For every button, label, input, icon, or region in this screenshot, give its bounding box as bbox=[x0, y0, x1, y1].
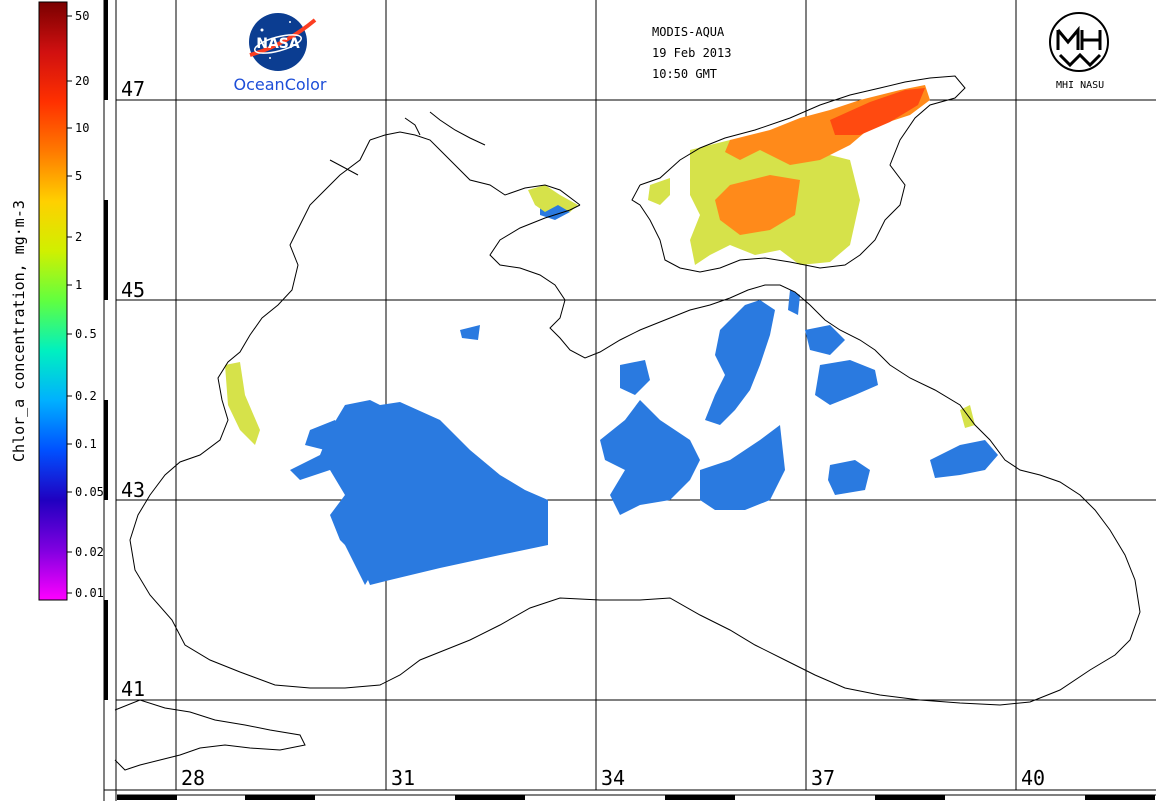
lat-label: 41 bbox=[121, 677, 145, 701]
lon-label: 37 bbox=[811, 766, 835, 790]
colorbar-tick-label: 0.02 bbox=[75, 545, 104, 559]
colorbar-tick-label: 50 bbox=[75, 9, 89, 23]
colorbar-tick-label: 20 bbox=[75, 74, 89, 88]
colorbar-gradient bbox=[38, 1, 68, 601]
bottom-scale-strip bbox=[104, 789, 1156, 800]
mhi-nasu-logo bbox=[1049, 12, 1109, 72]
colorbar-tick-label: 0.5 bbox=[75, 327, 97, 341]
lon-label: 31 bbox=[391, 766, 415, 790]
lat-label: 47 bbox=[121, 77, 145, 101]
acquisition-info: MODIS-AQUA 19 Feb 2013 10:50 GMT bbox=[652, 22, 731, 85]
colorbar-tick-label: 1 bbox=[75, 278, 82, 292]
lon-label: 40 bbox=[1021, 766, 1045, 790]
colorbar-tick-label: 0.1 bbox=[75, 437, 97, 451]
very-high-chlorophyll-patches bbox=[830, 88, 925, 135]
acquisition-time: 10:50 GMT bbox=[652, 67, 718, 81]
lon-label: 34 bbox=[601, 766, 625, 790]
colorbar-tick-label: 0.05 bbox=[75, 485, 104, 499]
acquisition-date: 19 Feb 2013 bbox=[652, 46, 732, 60]
colorbar-tick-label: 5 bbox=[75, 169, 82, 183]
coastline bbox=[114, 75, 1141, 771]
colorbar-ticks: 50 20 10 5 2 1 0.5 0.2 0.1 0.05 0.02 0.01 bbox=[67, 9, 104, 600]
lon-label: 28 bbox=[181, 766, 205, 790]
colorbar-tick-label: 10 bbox=[75, 121, 89, 135]
nasa-logo bbox=[249, 13, 317, 71]
nasa-logo-text: NASA bbox=[256, 36, 300, 52]
colorbar-title: Chlor_a concentration, mg·m-3 bbox=[10, 200, 28, 462]
colorbar-tick-label: 2 bbox=[75, 230, 82, 244]
graticule bbox=[116, 0, 1156, 790]
latitude-labels: 47 45 43 41 bbox=[121, 77, 145, 701]
mhi-nasu-label: MHI NASU bbox=[1056, 80, 1105, 91]
mid-chlorophyll-patches bbox=[225, 135, 975, 445]
lat-label: 45 bbox=[121, 278, 145, 302]
colorbar-tick-label: 0.2 bbox=[75, 389, 97, 403]
colorbar-tick-label: 0.01 bbox=[75, 586, 104, 600]
sensor-name: MODIS-AQUA bbox=[652, 25, 725, 39]
oceancolor-label: OceanColor bbox=[234, 75, 327, 94]
left-scale-strip bbox=[103, 0, 117, 801]
longitude-labels: 28 31 34 37 40 bbox=[181, 766, 1045, 790]
lat-label: 43 bbox=[121, 478, 145, 502]
low-chlorophyll-patches bbox=[290, 200, 998, 585]
